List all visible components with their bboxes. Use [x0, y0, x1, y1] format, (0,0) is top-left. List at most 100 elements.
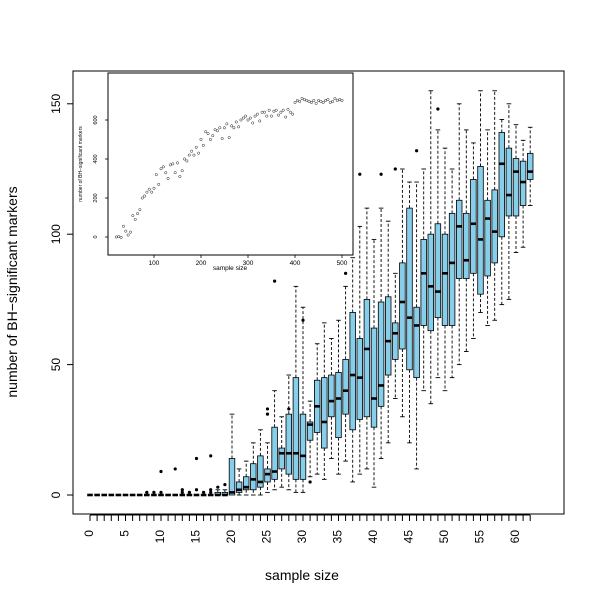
x-tick-label: 0: [82, 530, 96, 537]
inset-scatter-point: [126, 233, 130, 237]
inset-scatter-point: [340, 99, 344, 102]
box-53: [463, 129, 470, 353]
box-16: [200, 490, 207, 497]
inset-scatter-point: [136, 212, 140, 216]
inset-scatter-point: [253, 114, 257, 118]
y-tick-label: 100: [49, 224, 63, 244]
outlier-point: [287, 407, 291, 411]
inset-scatter-point: [274, 108, 278, 112]
inset-scatter-point: [190, 149, 194, 153]
outlier-point: [202, 490, 206, 494]
box-55: [477, 90, 484, 313]
box-body: [527, 152, 534, 180]
inset-scatter-point: [328, 101, 332, 104]
box-body: [356, 338, 363, 420]
x-tick-label: 35: [331, 530, 345, 544]
outlier-point: [265, 407, 270, 411]
inset-scatter-point: [138, 208, 142, 212]
box-43: [392, 167, 399, 399]
inset-scatter-point: [180, 169, 184, 173]
box-40: [370, 238, 378, 488]
box-body: [271, 426, 278, 480]
inset-scatter-point: [338, 98, 342, 101]
x-tick-label: 60: [508, 530, 522, 544]
inset-scatter-point: [129, 230, 132, 234]
x-tick-label: 50: [437, 530, 451, 544]
box-body: [420, 239, 427, 326]
inset-scatter-point: [324, 99, 327, 102]
inset-scatter-point: [171, 162, 175, 166]
inset-scatter-point: [307, 100, 311, 103]
inset-scatter-point: [143, 194, 147, 198]
inset-scatter-point: [124, 229, 128, 233]
outlier-point: [273, 279, 277, 283]
box-body: [370, 327, 378, 428]
box-body: [328, 374, 335, 418]
box-body: [235, 481, 243, 493]
inset-scatter-point: [166, 177, 170, 180]
inset-scatter-point: [147, 187, 151, 191]
box-body: [377, 301, 385, 407]
outlier-point: [159, 490, 163, 494]
x-axis-label: sample size: [265, 567, 339, 583]
inset-scatter-point: [227, 136, 231, 140]
box-body: [306, 421, 314, 441]
box-57: [491, 90, 498, 321]
box-body: [250, 463, 257, 491]
box-33: [321, 322, 328, 480]
box-body: [491, 189, 498, 264]
x-tick-label: 40: [366, 530, 380, 544]
box-body: [413, 306, 420, 379]
outlier-point: [159, 469, 163, 474]
box-46: [413, 149, 420, 470]
box-51: [448, 168, 456, 379]
inset-scatter-point: [197, 151, 201, 155]
box-30: [299, 306, 307, 493]
outlier-point: [209, 490, 213, 494]
inset-scatter-point: [319, 100, 323, 103]
inset-scatter-point: [176, 161, 179, 165]
box-52: [455, 103, 463, 366]
box-body: [242, 476, 250, 491]
inset-scatter-point: [302, 98, 306, 101]
inset-scatter-point: [223, 126, 226, 130]
box-body: [512, 158, 520, 217]
box-44: [399, 168, 406, 418]
inset-chart-marks: 100 200 300 400 500 0 200 400 600: [93, 97, 348, 267]
inset-scatter-point: [270, 114, 273, 118]
outlier-point: [265, 412, 270, 416]
x-tick-label: 20: [224, 530, 238, 544]
box-body: [299, 413, 307, 480]
box-25: [264, 407, 271, 493]
inset-scatter-point: [230, 124, 234, 128]
box-47: [420, 168, 427, 392]
inset-scatter-point: [284, 115, 288, 119]
inset-scatter-point: [145, 190, 149, 194]
inset-scatter-point: [220, 137, 224, 140]
box-17: [207, 454, 214, 497]
box-58: [498, 118, 505, 306]
inset-scatter-point: [159, 167, 163, 171]
inset-scatter-point: [291, 112, 295, 116]
inset-y-axis-label: number of BH−significant markers: [78, 126, 84, 202]
box-body: [406, 207, 413, 371]
box-body: [505, 147, 513, 217]
inset-y-tick-label: 400: [93, 154, 99, 163]
box-23: [250, 442, 257, 496]
inset-scatter-point: [314, 101, 318, 105]
inset-scatter-point: [267, 108, 271, 112]
inset-y-tick-label: 200: [93, 193, 99, 202]
inset-scatter-point: [293, 101, 297, 104]
box-28: [285, 374, 292, 491]
inset-scatter-point: [232, 126, 236, 130]
box-body: [384, 296, 392, 376]
box-36: [342, 271, 349, 462]
box-50: [441, 147, 449, 392]
box-body: [257, 455, 264, 488]
outlier-point: [223, 482, 227, 487]
box-35: [335, 319, 342, 475]
outlier-point: [187, 490, 191, 494]
inset-scatter-point: [208, 138, 212, 141]
inset-scatter-point: [178, 175, 182, 179]
inset-x-tick-label: 300: [243, 260, 254, 267]
